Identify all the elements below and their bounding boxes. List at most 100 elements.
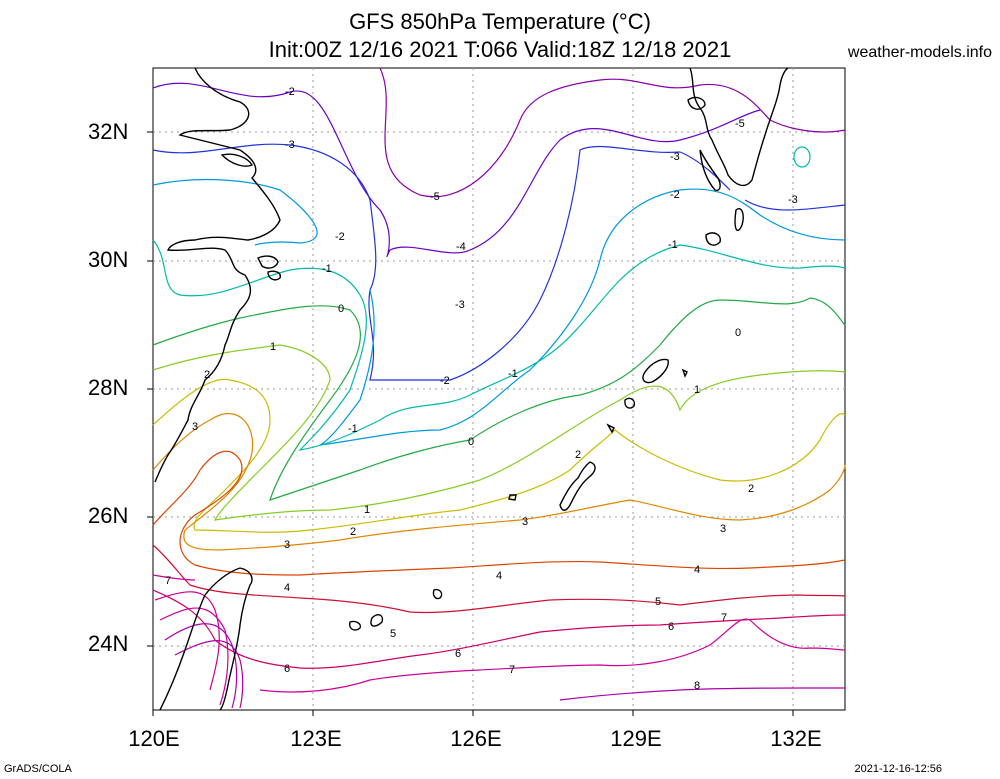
coastline-china xyxy=(154,67,281,483)
coastline-kyushu xyxy=(689,67,789,187)
contour-label: 1 xyxy=(270,341,276,353)
isotherm-m1 xyxy=(152,239,846,451)
grid-lines xyxy=(153,68,845,710)
contour-label: -3 xyxy=(788,194,798,206)
contour-label: 2 xyxy=(204,369,210,381)
isotherm-p2 xyxy=(152,378,846,533)
isotherm-taiwan xyxy=(154,591,220,691)
island-tokunoshima xyxy=(624,397,636,409)
contour-label: 2 xyxy=(575,449,581,461)
coastlines xyxy=(154,67,789,711)
contour-label: -2 xyxy=(670,189,680,201)
contour-label: 6 xyxy=(455,648,461,660)
isotherm-m2 xyxy=(152,178,846,446)
isotherm-p1 xyxy=(152,344,846,521)
y-tick-30n: 30N xyxy=(88,247,129,272)
footer-grads: GrADS/COLA xyxy=(4,763,72,775)
contour-label: 3 xyxy=(522,516,528,528)
contour-label: 1 xyxy=(364,504,370,516)
isotherm-m3 xyxy=(152,143,846,381)
contour-label: -3 xyxy=(670,151,680,163)
contour-label: 4 xyxy=(284,582,290,594)
footer-timestamp: 2021-12-16-12:56 xyxy=(854,763,942,775)
isotherm-taiwan xyxy=(174,640,244,709)
contour-labels: -2 -3 -5 -4 -2 -1 0 1 -3 -2 -1 -1 0 2 3 … xyxy=(165,86,798,692)
contour-label: -3 xyxy=(455,299,465,311)
source-label: weather-models.info xyxy=(847,44,992,61)
x-tick-120e: 120E xyxy=(128,726,180,751)
island-iriomote xyxy=(348,620,362,631)
contour-label: -2 xyxy=(440,375,450,387)
x-tick-129e: 129E xyxy=(610,726,662,751)
x-tick-126e: 126E xyxy=(450,726,502,751)
island-ishigaki xyxy=(370,614,384,627)
isotherm-p6 xyxy=(152,589,846,669)
contour-label: 7 xyxy=(509,664,515,676)
contour-label: 5 xyxy=(390,628,396,640)
island-tanegashima xyxy=(734,208,744,232)
contour-label: -1 xyxy=(668,239,678,251)
contour-label: 8 xyxy=(694,680,700,692)
island-koshiki xyxy=(687,96,706,110)
contour-label: 7 xyxy=(165,575,171,587)
isotherm-z0 xyxy=(152,297,846,501)
contour-label: 2 xyxy=(350,526,356,538)
isotherm-p5 xyxy=(152,544,846,614)
contour-label: 3 xyxy=(192,421,198,433)
y-tick-26n: 26N xyxy=(88,503,129,528)
coastline-kyushu xyxy=(699,149,721,192)
contour-label: 7 xyxy=(721,612,727,624)
chart-subtitle: Init:00Z 12/16 2021 T:066 Valid:18Z 12/1… xyxy=(268,37,732,62)
chart-title: GFS 850hPa Temperature (°C) xyxy=(349,9,651,34)
contour-label: -1 xyxy=(508,368,518,380)
contour-label: 2 xyxy=(748,483,754,495)
island-zhoushan xyxy=(267,270,281,281)
contour-label: -2 xyxy=(285,86,295,98)
isotherm-closed xyxy=(793,146,811,168)
contour-label: 0 xyxy=(338,303,344,315)
isotherm-p8 xyxy=(559,687,845,701)
island-daito xyxy=(681,368,688,378)
contour-label: -2 xyxy=(335,231,345,243)
isotherm-m5 xyxy=(379,67,846,198)
contour-label: 0 xyxy=(468,436,474,448)
isotherms xyxy=(152,67,846,709)
contour-label: -1 xyxy=(322,263,332,275)
contour-label: -5 xyxy=(735,118,745,130)
contour-label: 0 xyxy=(735,327,741,339)
contour-label: 6 xyxy=(284,663,290,675)
contour-label: 3 xyxy=(720,523,726,535)
isotherm-taiwan xyxy=(159,607,229,706)
contour-label: -3 xyxy=(285,139,295,151)
isotherm-p3 xyxy=(152,413,846,551)
coastline-taiwan xyxy=(159,567,253,711)
contour-label: 3 xyxy=(284,539,290,551)
isotherm-p4 xyxy=(152,450,846,576)
island-okinoerabu xyxy=(606,423,615,434)
contour-label: 5 xyxy=(655,596,661,608)
island-chongming xyxy=(220,153,253,167)
island-amami xyxy=(642,358,669,384)
x-tick-132e: 132E xyxy=(770,726,822,751)
island-miyako xyxy=(432,588,443,600)
x-tick-123e: 123E xyxy=(290,726,342,751)
isotherm-m4 xyxy=(152,82,761,257)
contour-label: 4 xyxy=(496,570,502,582)
contour-label: 4 xyxy=(694,564,700,576)
island-kume xyxy=(508,494,517,501)
island-zhoushan xyxy=(257,255,279,269)
island-yakushima xyxy=(705,232,721,246)
y-tick-32n: 32N xyxy=(88,119,129,144)
contour-label: -1 xyxy=(348,423,358,435)
contour-label: -4 xyxy=(456,241,466,253)
y-tick-28n: 28N xyxy=(88,375,129,400)
isotherm-taiwan xyxy=(164,623,238,709)
isotherm-p7 xyxy=(152,574,846,693)
contour-label: 1 xyxy=(694,384,700,396)
contour-label: 6 xyxy=(668,621,674,633)
contour-label: -5 xyxy=(430,191,440,203)
island-okinawa xyxy=(559,461,596,511)
tick-marks xyxy=(147,131,794,716)
y-tick-24n: 24N xyxy=(88,631,129,656)
